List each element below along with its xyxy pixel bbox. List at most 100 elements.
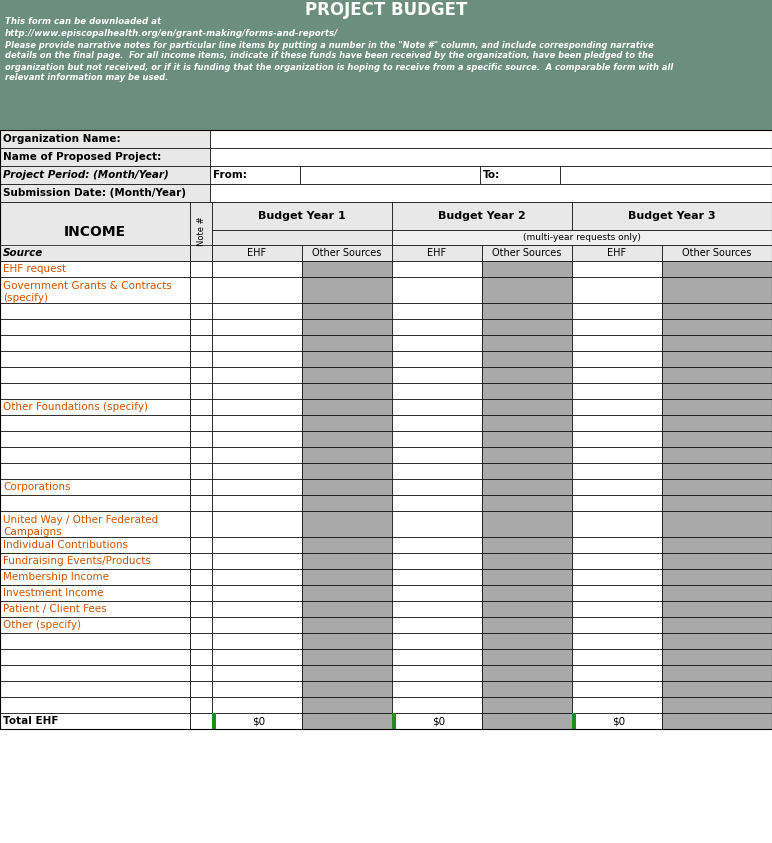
Bar	[190, 383, 212, 399]
Bar	[392, 537, 482, 553]
Bar	[662, 319, 772, 335]
Bar	[300, 166, 480, 184]
Bar	[662, 479, 772, 495]
Bar	[392, 665, 482, 681]
Bar	[662, 415, 772, 431]
Bar	[302, 665, 392, 681]
Bar	[0, 261, 190, 277]
Bar	[212, 277, 302, 303]
Bar	[572, 569, 662, 585]
Bar	[572, 681, 662, 697]
Text: (specify): (specify)	[3, 293, 48, 303]
Bar	[0, 681, 190, 697]
Text: EHF: EHF	[248, 248, 266, 258]
Bar	[662, 681, 772, 697]
Text: EHF: EHF	[608, 248, 627, 258]
Bar	[190, 553, 212, 569]
Bar	[212, 399, 302, 415]
Bar	[302, 367, 392, 383]
Text: Project Period: (Month/Year): Project Period: (Month/Year)	[3, 170, 169, 180]
Bar	[212, 537, 302, 553]
Bar	[212, 230, 392, 245]
Bar	[392, 399, 482, 415]
Bar	[392, 463, 482, 479]
Bar	[212, 649, 302, 665]
Bar	[302, 351, 392, 367]
Bar	[212, 681, 302, 697]
Bar	[392, 319, 482, 335]
Bar	[392, 415, 482, 431]
Bar	[302, 585, 392, 601]
Bar	[212, 713, 216, 729]
Bar	[662, 367, 772, 383]
Bar	[662, 277, 772, 303]
Bar	[392, 202, 572, 230]
Bar	[212, 601, 302, 617]
Bar	[190, 447, 212, 463]
Bar	[212, 351, 302, 367]
Bar	[482, 537, 572, 553]
Bar	[0, 303, 190, 319]
Bar	[0, 665, 190, 681]
Bar	[392, 585, 482, 601]
Bar	[0, 399, 190, 415]
Bar	[392, 431, 482, 447]
Bar	[0, 585, 190, 601]
Bar	[482, 665, 572, 681]
Bar	[662, 383, 772, 399]
Bar	[572, 479, 662, 495]
Bar	[572, 277, 662, 303]
Bar	[572, 617, 662, 633]
Bar	[0, 415, 190, 431]
Bar	[392, 713, 396, 729]
Bar	[662, 447, 772, 463]
Bar	[482, 351, 572, 367]
Bar	[0, 617, 190, 633]
Bar	[572, 319, 662, 335]
Bar	[0, 495, 190, 511]
Bar	[302, 399, 392, 415]
Bar	[482, 553, 572, 569]
Bar	[392, 617, 482, 633]
Text: EHF: EHF	[428, 248, 446, 258]
Bar	[302, 431, 392, 447]
Bar	[302, 633, 392, 649]
Text: Individual Contributions: Individual Contributions	[3, 540, 128, 550]
Bar	[302, 277, 392, 303]
Bar	[482, 303, 572, 319]
Text: organization but not received, or if it is funding that the organization is hopi: organization but not received, or if it …	[5, 62, 673, 72]
Bar	[662, 335, 772, 351]
Bar	[212, 367, 302, 383]
Bar	[392, 277, 482, 303]
Bar	[212, 245, 302, 261]
Bar	[302, 495, 392, 511]
Bar	[662, 585, 772, 601]
Bar	[0, 335, 190, 351]
Bar	[482, 585, 572, 601]
Bar	[0, 184, 210, 202]
Bar	[190, 261, 212, 277]
Bar	[482, 463, 572, 479]
Bar	[212, 665, 302, 681]
Bar	[190, 351, 212, 367]
Bar	[662, 261, 772, 277]
Bar	[0, 649, 190, 665]
Bar	[482, 697, 572, 713]
Bar	[302, 537, 392, 553]
Bar	[572, 495, 662, 511]
Bar	[0, 479, 190, 495]
Bar	[392, 633, 482, 649]
Text: Membership Income: Membership Income	[3, 572, 109, 582]
Bar	[662, 665, 772, 681]
Bar	[572, 633, 662, 649]
Bar	[0, 319, 190, 335]
Bar	[212, 633, 302, 649]
Bar	[302, 319, 392, 335]
Bar	[662, 713, 772, 729]
Bar	[392, 351, 482, 367]
Bar	[0, 383, 190, 399]
Bar	[0, 130, 772, 729]
Bar	[190, 601, 212, 617]
Bar	[0, 511, 190, 537]
Bar	[392, 511, 482, 537]
